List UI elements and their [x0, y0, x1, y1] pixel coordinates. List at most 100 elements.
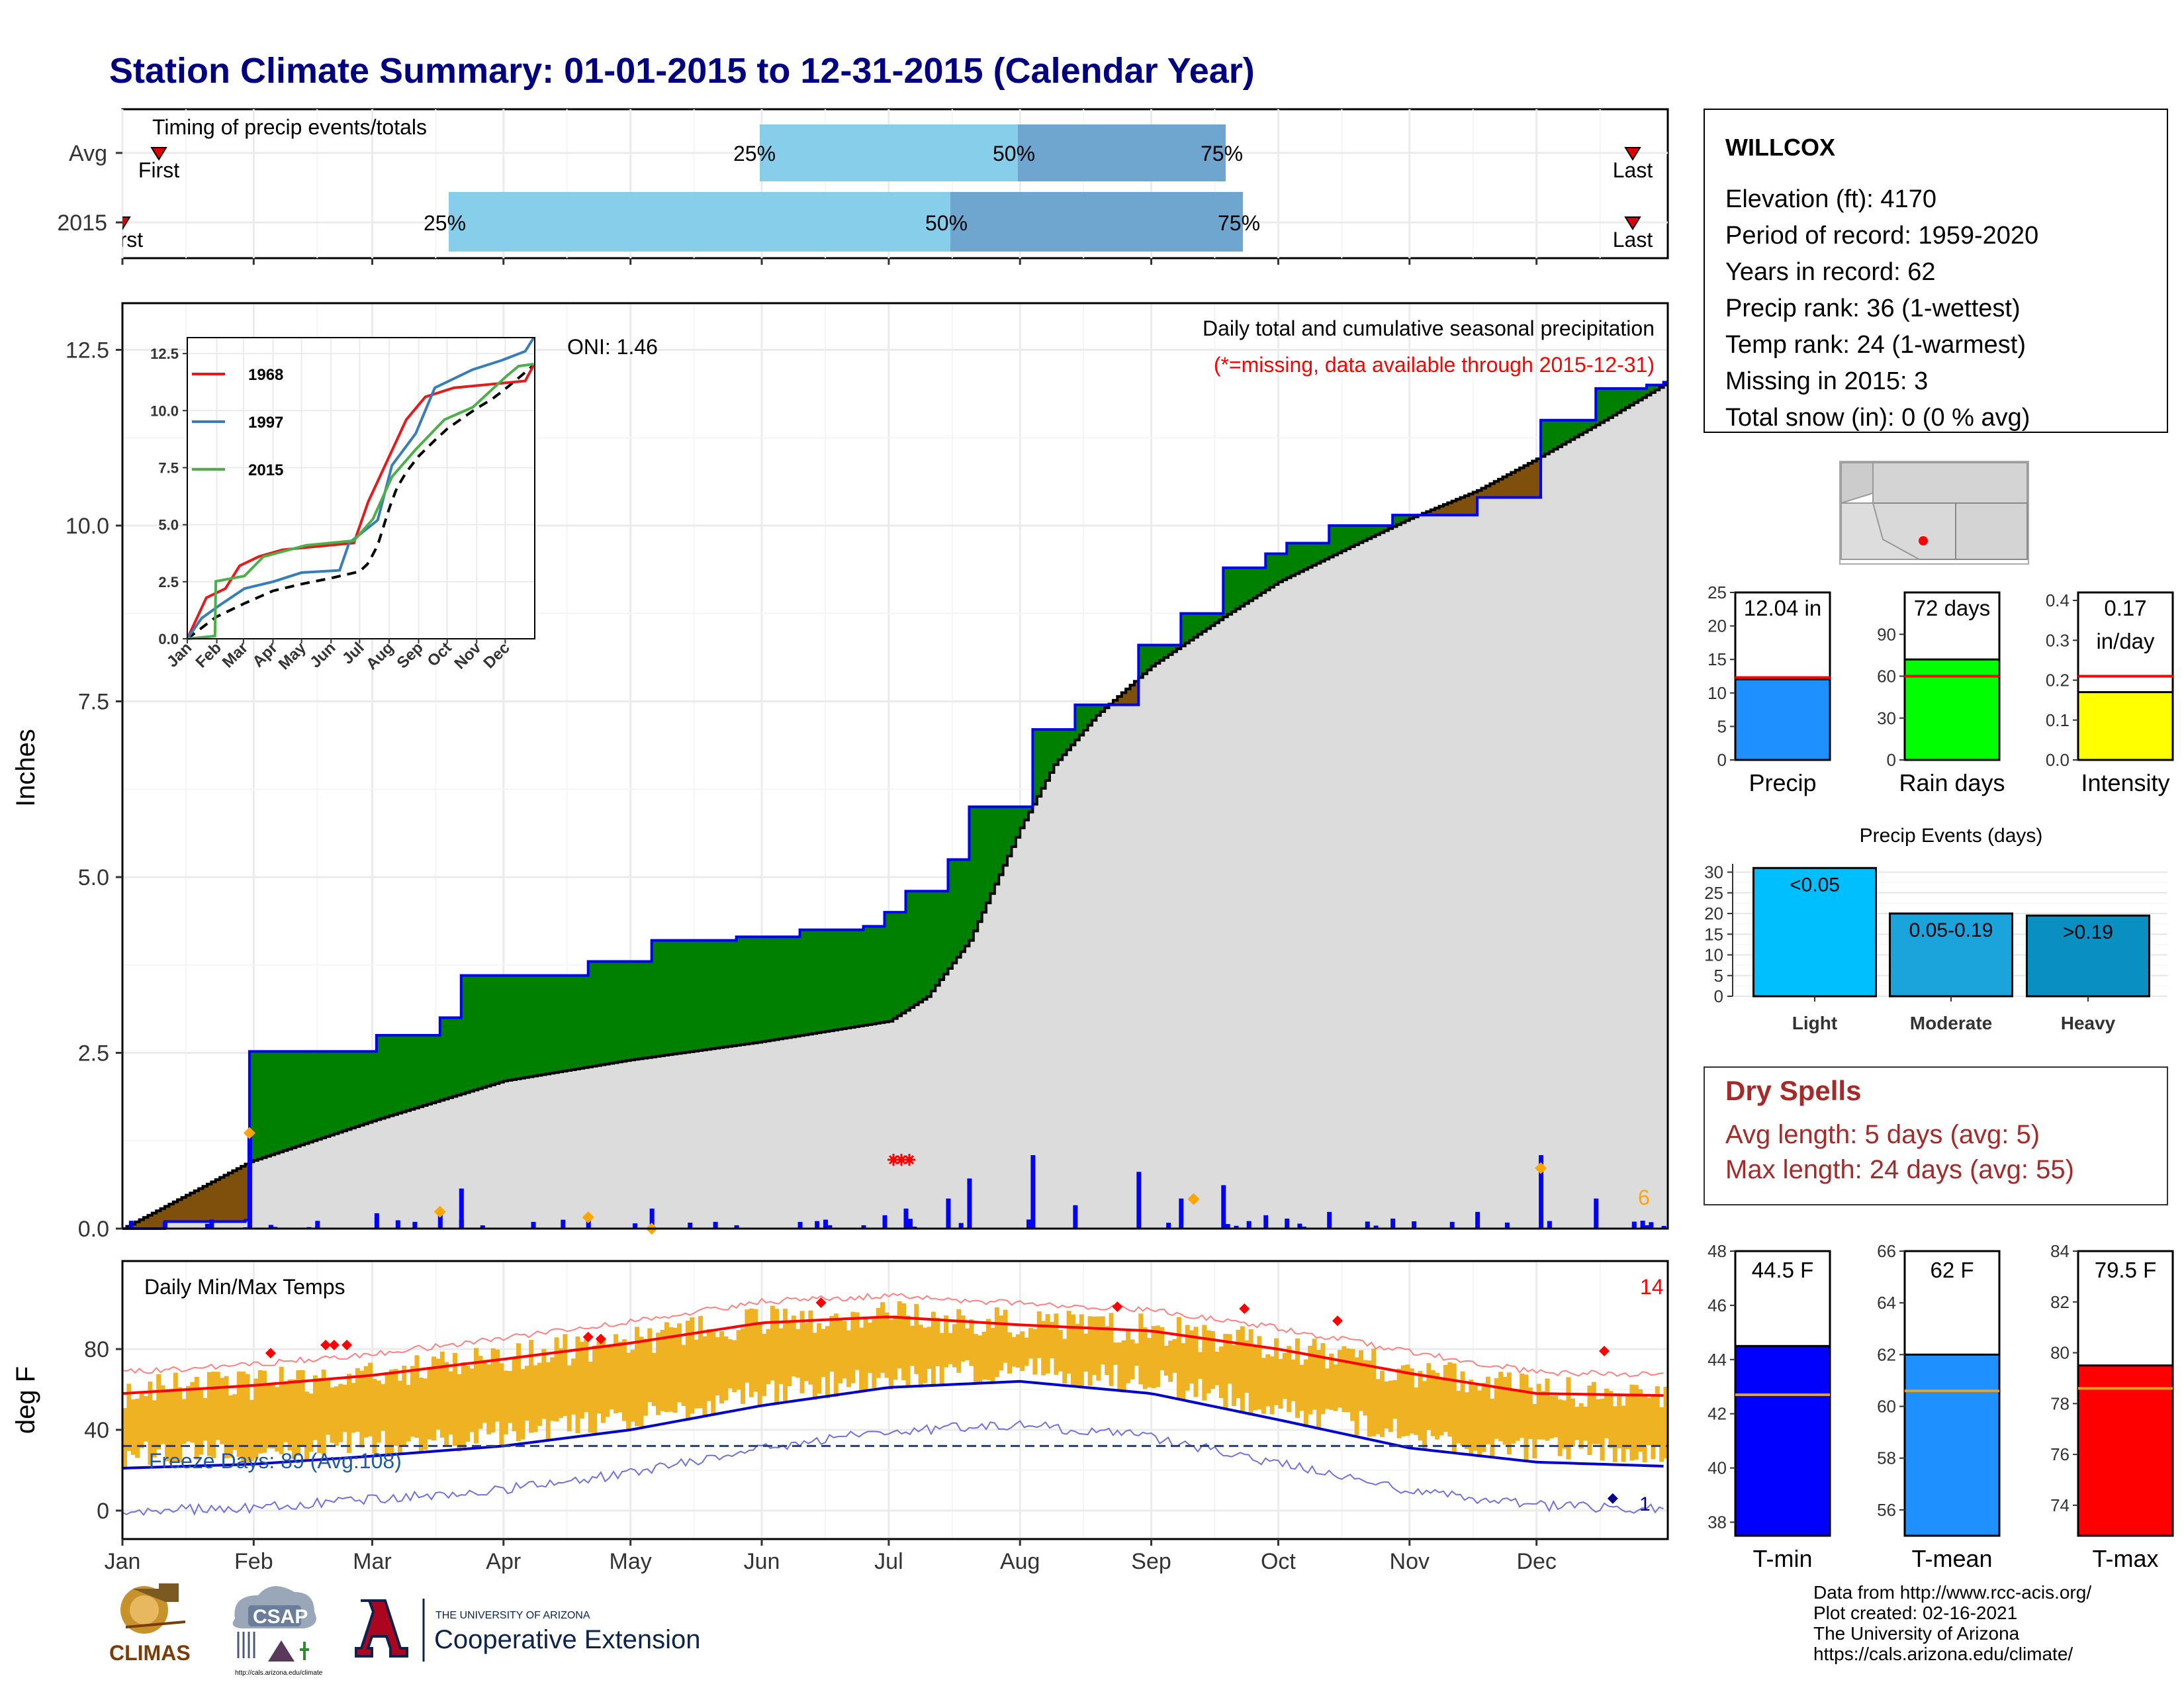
daily-temp-bar [584, 1338, 589, 1413]
daily-precip-bar [1327, 1211, 1332, 1229]
timing-row-2015: 2015 [57, 211, 107, 236]
daily-temp-bar [1502, 1377, 1508, 1445]
events-bar-value-label: >0.19 [2063, 921, 2113, 943]
daily-precip-bar [395, 1220, 400, 1229]
daily-temp-bar [1303, 1359, 1308, 1427]
temp-summary-y-tick-label: 62 [1877, 1344, 1896, 1364]
daily-temp-bar [381, 1383, 386, 1431]
daily-temp-bar [647, 1328, 653, 1402]
map-mexico [1841, 502, 1920, 560]
oni-label: ONI: 1.46 [567, 335, 658, 359]
daily-temp-bar [1299, 1364, 1304, 1411]
daily-precip-bar [374, 1213, 379, 1229]
daily-temp-bar [270, 1385, 275, 1449]
summary-y-tick-label: 10 [1707, 683, 1727, 703]
daily-temp-bar [1138, 1313, 1144, 1385]
daily-precip-bar [1221, 1185, 1226, 1229]
record-high-count: 14 [1640, 1275, 1664, 1299]
daily-temp-bar [1329, 1353, 1334, 1410]
daily-temp-bar [1218, 1346, 1224, 1399]
daily-precip-bar [1645, 1225, 1650, 1229]
daily-temp-bar [643, 1338, 648, 1416]
daily-temp-bar [948, 1333, 953, 1364]
daily-precip-bar [1504, 1222, 1510, 1229]
daily-temp-bar [1087, 1316, 1093, 1386]
daily-precip-bar [162, 1221, 167, 1229]
daily-temp-bar [711, 1332, 716, 1416]
daily-precip-bar [797, 1221, 803, 1229]
daily-precip-bar [1373, 1225, 1379, 1229]
temp-summary-y-tick-label: 84 [2050, 1241, 2070, 1261]
daily-precip-bar [713, 1221, 718, 1229]
summary-y-tick-label: 0.0 [2046, 750, 2070, 770]
daily-temp-bar [846, 1330, 851, 1387]
dry-spells-max: Max length: 24 days (avg: 55) [1725, 1155, 2074, 1184]
daily-precip-bar [1026, 1219, 1032, 1229]
inset-line-2015 [187, 363, 534, 640]
daily-temp-bar [1587, 1385, 1592, 1456]
daily-temp-bar [177, 1387, 183, 1463]
climas-wordmark: CLIMAS [109, 1641, 191, 1665]
daily-temp-bar [1359, 1350, 1363, 1411]
daily-temp-bar [952, 1324, 957, 1368]
daily-temp-bar [1240, 1326, 1245, 1413]
summary-value-label: in/day [2096, 629, 2155, 653]
daily-temp-bar [139, 1392, 144, 1448]
daily-temp-bar [520, 1369, 525, 1440]
station-temp-rank: Temp rank: 24 (1-warmest) [1725, 331, 2026, 359]
daily-temp-bar [439, 1351, 445, 1438]
daily-temp-bar [867, 1323, 872, 1374]
daily-temp-bar [211, 1372, 216, 1458]
record-high-marker [582, 1331, 594, 1342]
daily-temp-bar [215, 1372, 220, 1440]
daily-temp-bar [931, 1311, 936, 1385]
daily-temp-bar [1608, 1391, 1614, 1448]
summary-value-label: 72 days [1914, 596, 1991, 620]
daily-temp-bar [1176, 1317, 1181, 1399]
daily-precip-bar [437, 1211, 443, 1229]
daily-temp-bar [1405, 1364, 1410, 1436]
daily-temp-bar [287, 1379, 293, 1451]
events-x-tick-label: Heavy [2061, 1013, 2116, 1033]
events-y-tick-label: 20 [1704, 904, 1723, 923]
avg-cumulative-line [122, 383, 1668, 1230]
daily-temp-bar [617, 1341, 623, 1413]
avg-quartile-box-low [760, 124, 1018, 181]
daily-temp-bar [537, 1362, 542, 1427]
daily-precip-bar [561, 1219, 566, 1229]
daily-temp-bar [766, 1329, 771, 1384]
temp-summary-label: T-mean [1911, 1545, 1992, 1572]
daily-precip-bar [209, 1219, 214, 1229]
daily-temp-bar [876, 1307, 881, 1378]
daily-temp-bar [563, 1334, 568, 1417]
summary-bar-label: Precip [1749, 769, 1816, 796]
daily-temp-bar [1142, 1327, 1148, 1389]
daily-temp-bar [1147, 1338, 1152, 1387]
daily-temp-bar [884, 1312, 889, 1378]
daily-temp-bar [490, 1348, 496, 1433]
daily-temp-bar [796, 1329, 801, 1378]
daily-temp-bar [376, 1380, 381, 1443]
daily-temp-bar [1456, 1390, 1461, 1444]
daily-temp-bar [1443, 1364, 1448, 1432]
temp-summary-y-tick-label: 42 [1707, 1404, 1727, 1424]
daily-temp-bar [1570, 1398, 1575, 1447]
daily-temp-bar [308, 1393, 314, 1452]
temp-ylabel: deg F [11, 1366, 40, 1434]
daily-temp-bar [199, 1389, 204, 1455]
daily-temp-bar [1659, 1407, 1664, 1462]
daily-temp-bar [554, 1337, 559, 1422]
daily-precip-bar [1246, 1221, 1251, 1229]
daily-temp-bar [571, 1358, 576, 1415]
daily-temp-bar [1003, 1309, 1008, 1363]
daily-temp-bar [1541, 1391, 1546, 1440]
daily-temp-bar [614, 1334, 619, 1413]
summary-y-tick-label: 0.2 [2046, 671, 2070, 690]
daily-temp-bar [283, 1382, 289, 1442]
daily-temp-bar [965, 1328, 970, 1360]
record-high-marker [1112, 1301, 1123, 1312]
daily-temp-bar [334, 1386, 339, 1446]
daily-temp-bar [304, 1391, 310, 1462]
dry-spells-box: Dry Spells Avg length: 5 days (avg: 5) M… [1704, 1066, 2168, 1205]
